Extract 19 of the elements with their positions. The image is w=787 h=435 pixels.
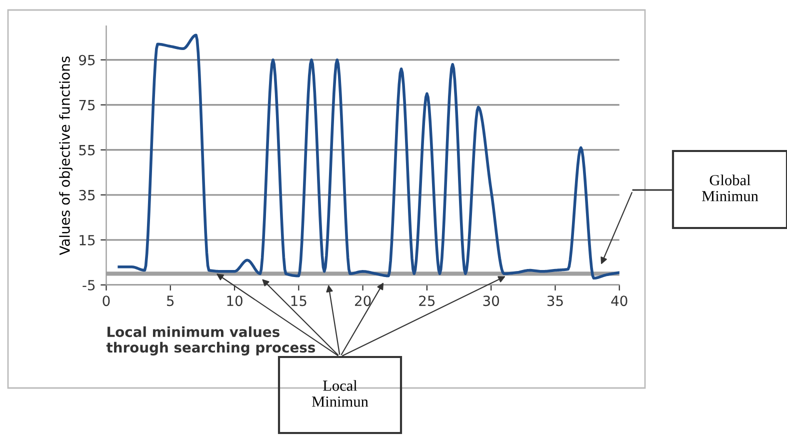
x-tick-label: 0 [102,296,110,306]
text: Local Minimun [312,380,368,407]
x-tick-label: 25 [419,296,435,306]
y-tick-label: -5 [82,280,95,290]
x-tick-label: 5 [167,296,174,306]
x-axis-title: Local minimum values through searching process [106,326,316,356]
y-tick-label: 75 [79,100,95,110]
y-axis-title: Values of objective functions [59,56,73,256]
y-tick-label: 35 [79,190,95,200]
y-tick-label: 55 [79,145,95,156]
x-tick-label: 40 [611,296,628,306]
y-tick-label: 15 [80,235,95,246]
text: Global Minimun [702,174,758,202]
x-tick-label: 30 [483,296,499,306]
x-tick-label: 15 [291,296,306,306]
x-tick-label: 20 [354,296,371,306]
x-tick-label: 10 [227,296,242,306]
y-tick-label: 95 [79,54,95,66]
x-tick-label: 35 [547,296,563,306]
